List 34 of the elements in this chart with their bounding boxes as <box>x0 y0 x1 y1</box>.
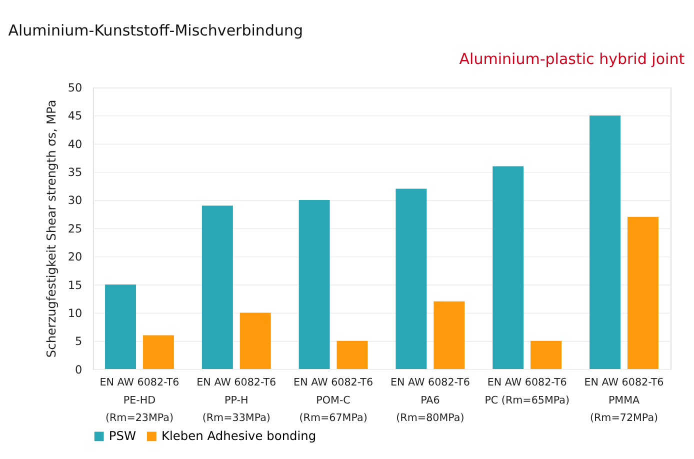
legend-label: PSW <box>108 429 136 444</box>
x-tick-label: EN AW 6082-T6 PMMA (Rm=72MPa) <box>584 376 664 424</box>
bar <box>202 206 233 370</box>
bar <box>336 340 368 370</box>
bar <box>627 216 658 370</box>
y-axis-title: Scherzugfestigkeit Shear strength σs, MPa <box>44 100 59 358</box>
y-tick-label: 20 <box>68 250 82 264</box>
bar <box>590 115 621 370</box>
chart-title: Aluminium-Kunststoff-Mischverbindung <box>8 22 304 40</box>
bar <box>492 166 524 370</box>
y-tick-label: 15 <box>68 278 82 292</box>
x-tick-label: EN AW 6082-T6 PA6 (Rm=80MPa) <box>390 376 470 424</box>
y-tick-label: 25 <box>68 222 82 236</box>
bar <box>530 340 562 370</box>
y-tick-label: 50 <box>68 82 82 95</box>
legend-label: Kleben Adhesive bonding <box>162 429 316 444</box>
x-tick-label: EN AW 6082-T6 PP-H (Rm=33MPa) <box>196 376 276 424</box>
bar <box>396 188 427 370</box>
y-tick-label: 40 <box>68 138 82 151</box>
bar <box>434 301 465 370</box>
bar <box>298 200 330 370</box>
y-tick-label: 30 <box>68 194 82 208</box>
y-tick-label: 35 <box>68 166 82 180</box>
x-tick-label: EN AW 6082-T6 POM-C (Rm=67MPa) <box>294 376 374 424</box>
y-tick-label: 45 <box>68 110 82 123</box>
bar <box>142 335 174 370</box>
y-tick-label: 5 <box>75 335 82 348</box>
bar <box>105 284 136 370</box>
x-tick-label: EN AW 6082-T6 PE-HD (Rm=23MPa) <box>100 376 180 424</box>
y-tick-label: 10 <box>68 306 82 320</box>
chart-subtitle: Aluminium-plastic hybrid joint <box>459 50 685 68</box>
x-tick-label: EN AW 6082-T6 PC (Rm=65MPa) <box>484 376 570 406</box>
y-tick-label: 0 <box>75 363 82 376</box>
bar <box>240 312 271 370</box>
